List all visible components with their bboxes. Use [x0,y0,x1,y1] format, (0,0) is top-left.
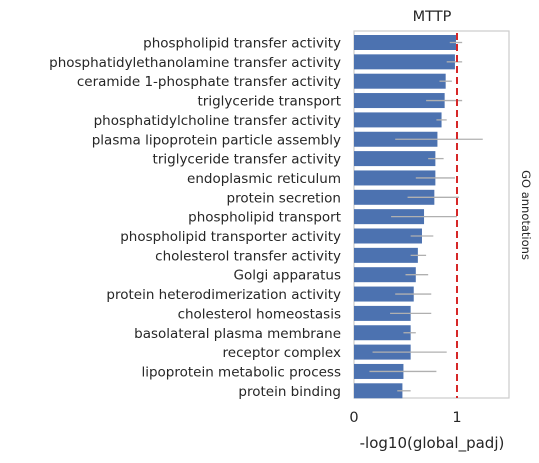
x-tick-label: 0 [349,410,358,426]
bar [354,286,414,302]
category-label: receptor complex [223,345,341,361]
category-label: ceramide 1-phosphate transfer activity [77,74,341,90]
category-label: basolateral plasma membrane [134,326,341,342]
bar [354,112,442,128]
bar [354,247,418,263]
x-tick-label: 1 [452,410,461,426]
bar [354,305,411,321]
category-label: phospholipid transport [188,210,341,226]
bar [354,151,436,167]
bar [354,209,425,225]
category-label: phospholipid transporter activity [120,229,341,245]
category-label: lipoprotein metabolic process [141,364,341,380]
category-label: phosphatidylcholine transfer activity [94,113,341,129]
bar [354,267,416,283]
right-axis-label: GO annotations [519,170,533,260]
category-label: Golgi apparatus [234,268,341,284]
category-label: triglyceride transfer activity [153,152,341,168]
category-label: phospholipid transfer activity [143,36,341,52]
category-label: protein binding [238,384,341,400]
bars-group [354,35,456,399]
category-label: endoplasmic reticulum [187,171,341,187]
x-axis-label: -log10(global_padj) [360,434,505,453]
bar [354,54,455,70]
category-label: cholesterol homeostasis [178,306,341,322]
bar [354,189,435,205]
category-label: triglyceride transport [198,94,341,110]
category-label: phosphatidylethanolamine transfer activi… [49,55,341,71]
errorbars-group [369,41,483,392]
bar [354,228,422,244]
bar [354,383,403,399]
category-label: plasma lipoprotein particle assembly [92,132,341,148]
category-label: protein secretion [227,190,341,206]
category-label: protein heterodimerization activity [106,287,341,303]
bar [354,73,446,89]
bar [354,170,436,186]
category-label: cholesterol transfer activity [155,248,341,264]
chart-title: MTTP [413,9,452,25]
category-labels: phospholipid transfer activity phosphatid… [49,36,341,400]
bar [354,325,411,341]
bar [354,93,445,109]
bar [354,35,456,50]
